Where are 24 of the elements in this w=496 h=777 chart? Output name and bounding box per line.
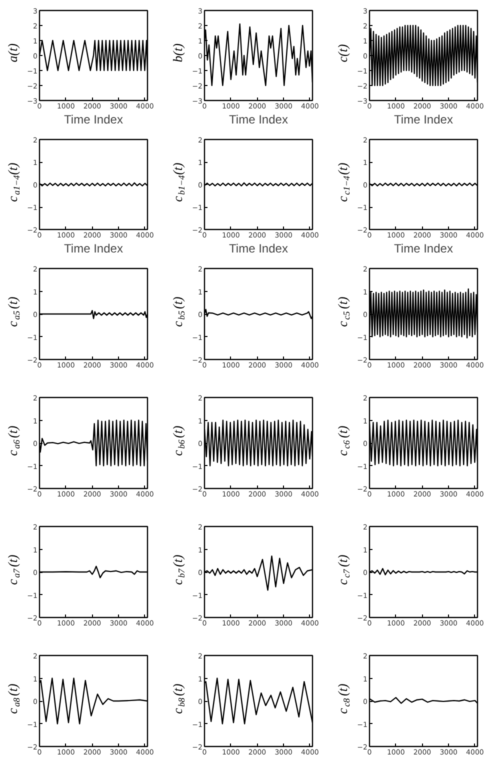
x-axis-title: Time Index <box>394 112 453 126</box>
y-axis-title: cc1−4(t) <box>335 162 352 202</box>
y-axis-title: b(t) <box>170 43 185 62</box>
y-axis-title: ca7(t) <box>5 554 22 585</box>
y-axis-title: cc6(t) <box>335 426 352 456</box>
y-axis-title: ca1−4(t) <box>5 162 22 202</box>
y-axis-title: cb7(t) <box>170 554 186 585</box>
y-axis-title: cb1−4(t) <box>170 162 186 202</box>
y-axis-title: cc7(t) <box>335 554 352 585</box>
y-axis-title: cc5(t) <box>335 296 352 327</box>
x-axis-title: Time Index <box>394 242 453 256</box>
x-axis-title: Time Index <box>64 242 123 256</box>
y-axis-title: ca5(t) <box>5 296 22 327</box>
x-axis-title: Time Index <box>64 112 123 126</box>
y-axis-title: cb5(t) <box>170 296 186 327</box>
y-axis-title: cb8(t) <box>170 684 186 714</box>
y-axis-title: a(t) <box>5 43 20 62</box>
y-axis-title: ca6(t) <box>5 426 22 456</box>
y-axis-title: cc8(t) <box>335 684 352 714</box>
y-axis-title: c(t) <box>335 44 350 62</box>
x-axis-title: Time Index <box>229 242 288 256</box>
x-axis-title: Time Index <box>229 112 288 126</box>
y-axis-title: ca8(t) <box>5 684 22 714</box>
y-axis-title: cb6(t) <box>170 426 186 456</box>
